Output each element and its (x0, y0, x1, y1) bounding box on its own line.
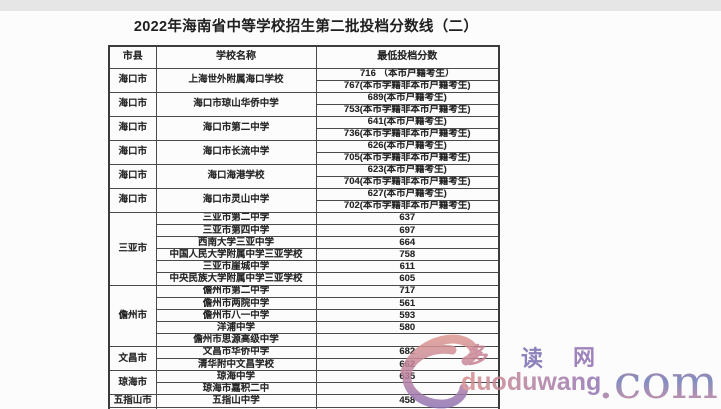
page-title: 2022年海南省中等学校招生第二批投档分数线（二） (133, 19, 479, 35)
score-table-body: 海口市 上海世外附属海口学校 716 （本市户籍考生） 767(本市学籍非本市户籍考生… (108, 67, 500, 409)
score-cell: 605 (315, 272, 500, 286)
school-name-cell: 上海世外附属海口学校 (155, 67, 317, 93)
watermark-domain: .com (598, 355, 718, 409)
school-name-cell: 西南大学三亚中学 (155, 235, 317, 250)
table-row: 海口市 海口海港学校 623(本市户籍考生) (108, 163, 500, 189)
school-name-cell: 三亚市第二中学 (155, 211, 317, 225)
col-header-county: 市县 (108, 45, 157, 69)
school-name-cell: 海口市琼山华侨中学 (155, 91, 317, 117)
score-cell: 758 (315, 248, 500, 262)
school-name-cell: 文昌市华侨中学 (155, 345, 317, 359)
table-row: 五指山市 五指山中学 458 (108, 394, 500, 408)
school-name-cell: 洋浦中学 (155, 321, 317, 335)
table-row: 琼海市嘉积二中 (109, 382, 500, 396)
school-name-cell: 儋州市第二中学 (155, 284, 317, 298)
score-cell: 702(本市学籍非本市户籍考生) (315, 199, 500, 213)
county-cell: 三亚市 (108, 211, 157, 286)
score-cell: 627(本市户籍考生) (315, 187, 500, 201)
score-cell: 593 (315, 308, 500, 323)
score-cell (315, 333, 500, 347)
school-name-cell: 琼海市嘉积二中 (155, 382, 317, 396)
table-row: 海口市 海口市灵山中学 627(本市户籍考生) (108, 187, 500, 213)
table-row: 海口市 上海世外附属海口学校 716 （本市户籍考生） (108, 67, 500, 93)
table-container: 市县 学校名称 最低投档分数 海口市 上海世外附属海口学校 716 （本市户籍考生）… (108, 45, 508, 409)
score-cell: 561 (315, 296, 500, 311)
score-cell: 664 (315, 235, 500, 250)
county-cell: 海口市 (108, 187, 157, 213)
table-row: 中央民族大学附属中学三亚学校 605 (109, 272, 500, 286)
school-name-cell: 海口市第二中学 (155, 115, 317, 141)
score-cell (315, 382, 500, 396)
school-name-cell: 海口市灵山中学 (155, 187, 317, 213)
score-cell: 716 （本市户籍考生） (315, 67, 500, 81)
table-row: 琼海市 琼海中学 635 (108, 369, 500, 396)
watermark-char-wang: 网 (573, 345, 595, 370)
county-cell: 海口市 (108, 139, 157, 165)
school-name-cell: 三亚市第四中学 (155, 223, 317, 237)
table-row: 儋州市八一中学 593 (109, 308, 500, 323)
score-cell: 767(本市学籍非本市户籍考生) (315, 79, 500, 93)
score-table: 市县 学校名称 最低投档分数 海口市 上海世外附属海口学校 716 （本市户籍考生）… (108, 45, 500, 409)
score-cell: 641(本市户籍考生) (315, 115, 500, 129)
table-row: 洋浦中学 580 (109, 321, 500, 335)
table-row: 儋州市思源高级中学 (109, 333, 500, 347)
score-cell: 458 (315, 394, 500, 408)
county-cell: 海口市 (108, 163, 157, 189)
table-row: 清华附中文昌学校 662 (109, 357, 500, 371)
county-cell: 海口市 (108, 115, 157, 141)
table-row: 三亚市崖城中学 611 (109, 260, 500, 274)
school-name-cell: 海口市长流中学 (155, 139, 317, 165)
score-cell: 682 (315, 345, 500, 359)
school-name-cell: 中国人民大学附属中学三亚学校 (155, 248, 317, 262)
table-row: 儋州市 儋州市第二中学 717 (108, 284, 500, 347)
school-name-cell: 儋州市八一中学 (155, 308, 317, 323)
county-cell: 五指山市 (108, 394, 157, 408)
table-row: 海口市 海口市长流中学 626(本市户籍考生) (108, 139, 500, 165)
county-cell: 文昌市 (108, 345, 157, 371)
table-row: 文昌市 文昌市华侨中学 682 (108, 345, 500, 371)
score-cell: 580 (315, 321, 500, 335)
table-row: 三亚市第四中学 697 (109, 223, 500, 237)
score-cell: 705(本市学籍非本市户籍考生) (315, 151, 500, 165)
table-row: 三亚市 三亚市第二中学 637 (108, 211, 500, 286)
table-row: 海口市 海口市第二中学 641(本市户籍考生) (108, 115, 500, 141)
score-cell: 662 (315, 357, 500, 371)
score-cell: 753(本市学籍非本市户籍考生) (315, 103, 500, 117)
school-name-cell: 琼海中学 (155, 369, 317, 384)
score-cell: 637 (315, 211, 500, 225)
county-cell: 海口市 (108, 67, 157, 93)
table-header: 市县 学校名称 最低投档分数 (108, 45, 500, 69)
top-band (0, 0, 721, 11)
score-cell: 717 (315, 284, 500, 298)
county-cell: 儋州市 (108, 284, 157, 347)
table-row: 海口市 海口市琼山华侨中学 689(本市户籍考生) (108, 91, 500, 117)
school-name-cell: 儋州市思源高级中学 (155, 333, 317, 347)
table-row: 中国人民大学附属中学三亚学校 758 (109, 248, 500, 262)
score-cell: 626(本市户籍考生) (315, 139, 500, 153)
score-cell: 623(本市户籍考生) (315, 163, 500, 177)
county-cell: 海口市 (108, 91, 157, 117)
score-cell: 697 (315, 223, 500, 237)
county-cell: 琼海市 (108, 369, 157, 396)
header-row: 市县 学校名称 最低投档分数 (108, 45, 500, 69)
col-header-score: 最低投档分数 (315, 45, 500, 69)
school-name-cell: 三亚市崖城中学 (155, 260, 317, 274)
score-cell: 635 (315, 369, 500, 384)
school-name-cell: 中央民族大学附属中学三亚学校 (155, 272, 317, 286)
score-cell: 736(本市学籍非本市户籍考生) (315, 127, 500, 141)
score-cell: 611 (315, 260, 500, 274)
school-name-cell: 儋州市两院中学 (155, 296, 317, 311)
school-name-cell: 海口海港学校 (155, 163, 317, 189)
table-row: 儋州市两院中学 561 (109, 296, 500, 311)
school-name-cell: 五指山中学 (155, 394, 317, 408)
school-name-cell: 清华附中文昌学校 (155, 357, 317, 371)
watermark-char-du: 读 (521, 346, 543, 371)
score-cell: 704(本市学籍非本市户籍考生) (315, 175, 500, 189)
table-row: 西南大学三亚中学 664 (109, 235, 500, 250)
score-cell: 689(本市户籍考生) (315, 91, 500, 105)
col-header-school: 学校名称 (155, 45, 317, 69)
